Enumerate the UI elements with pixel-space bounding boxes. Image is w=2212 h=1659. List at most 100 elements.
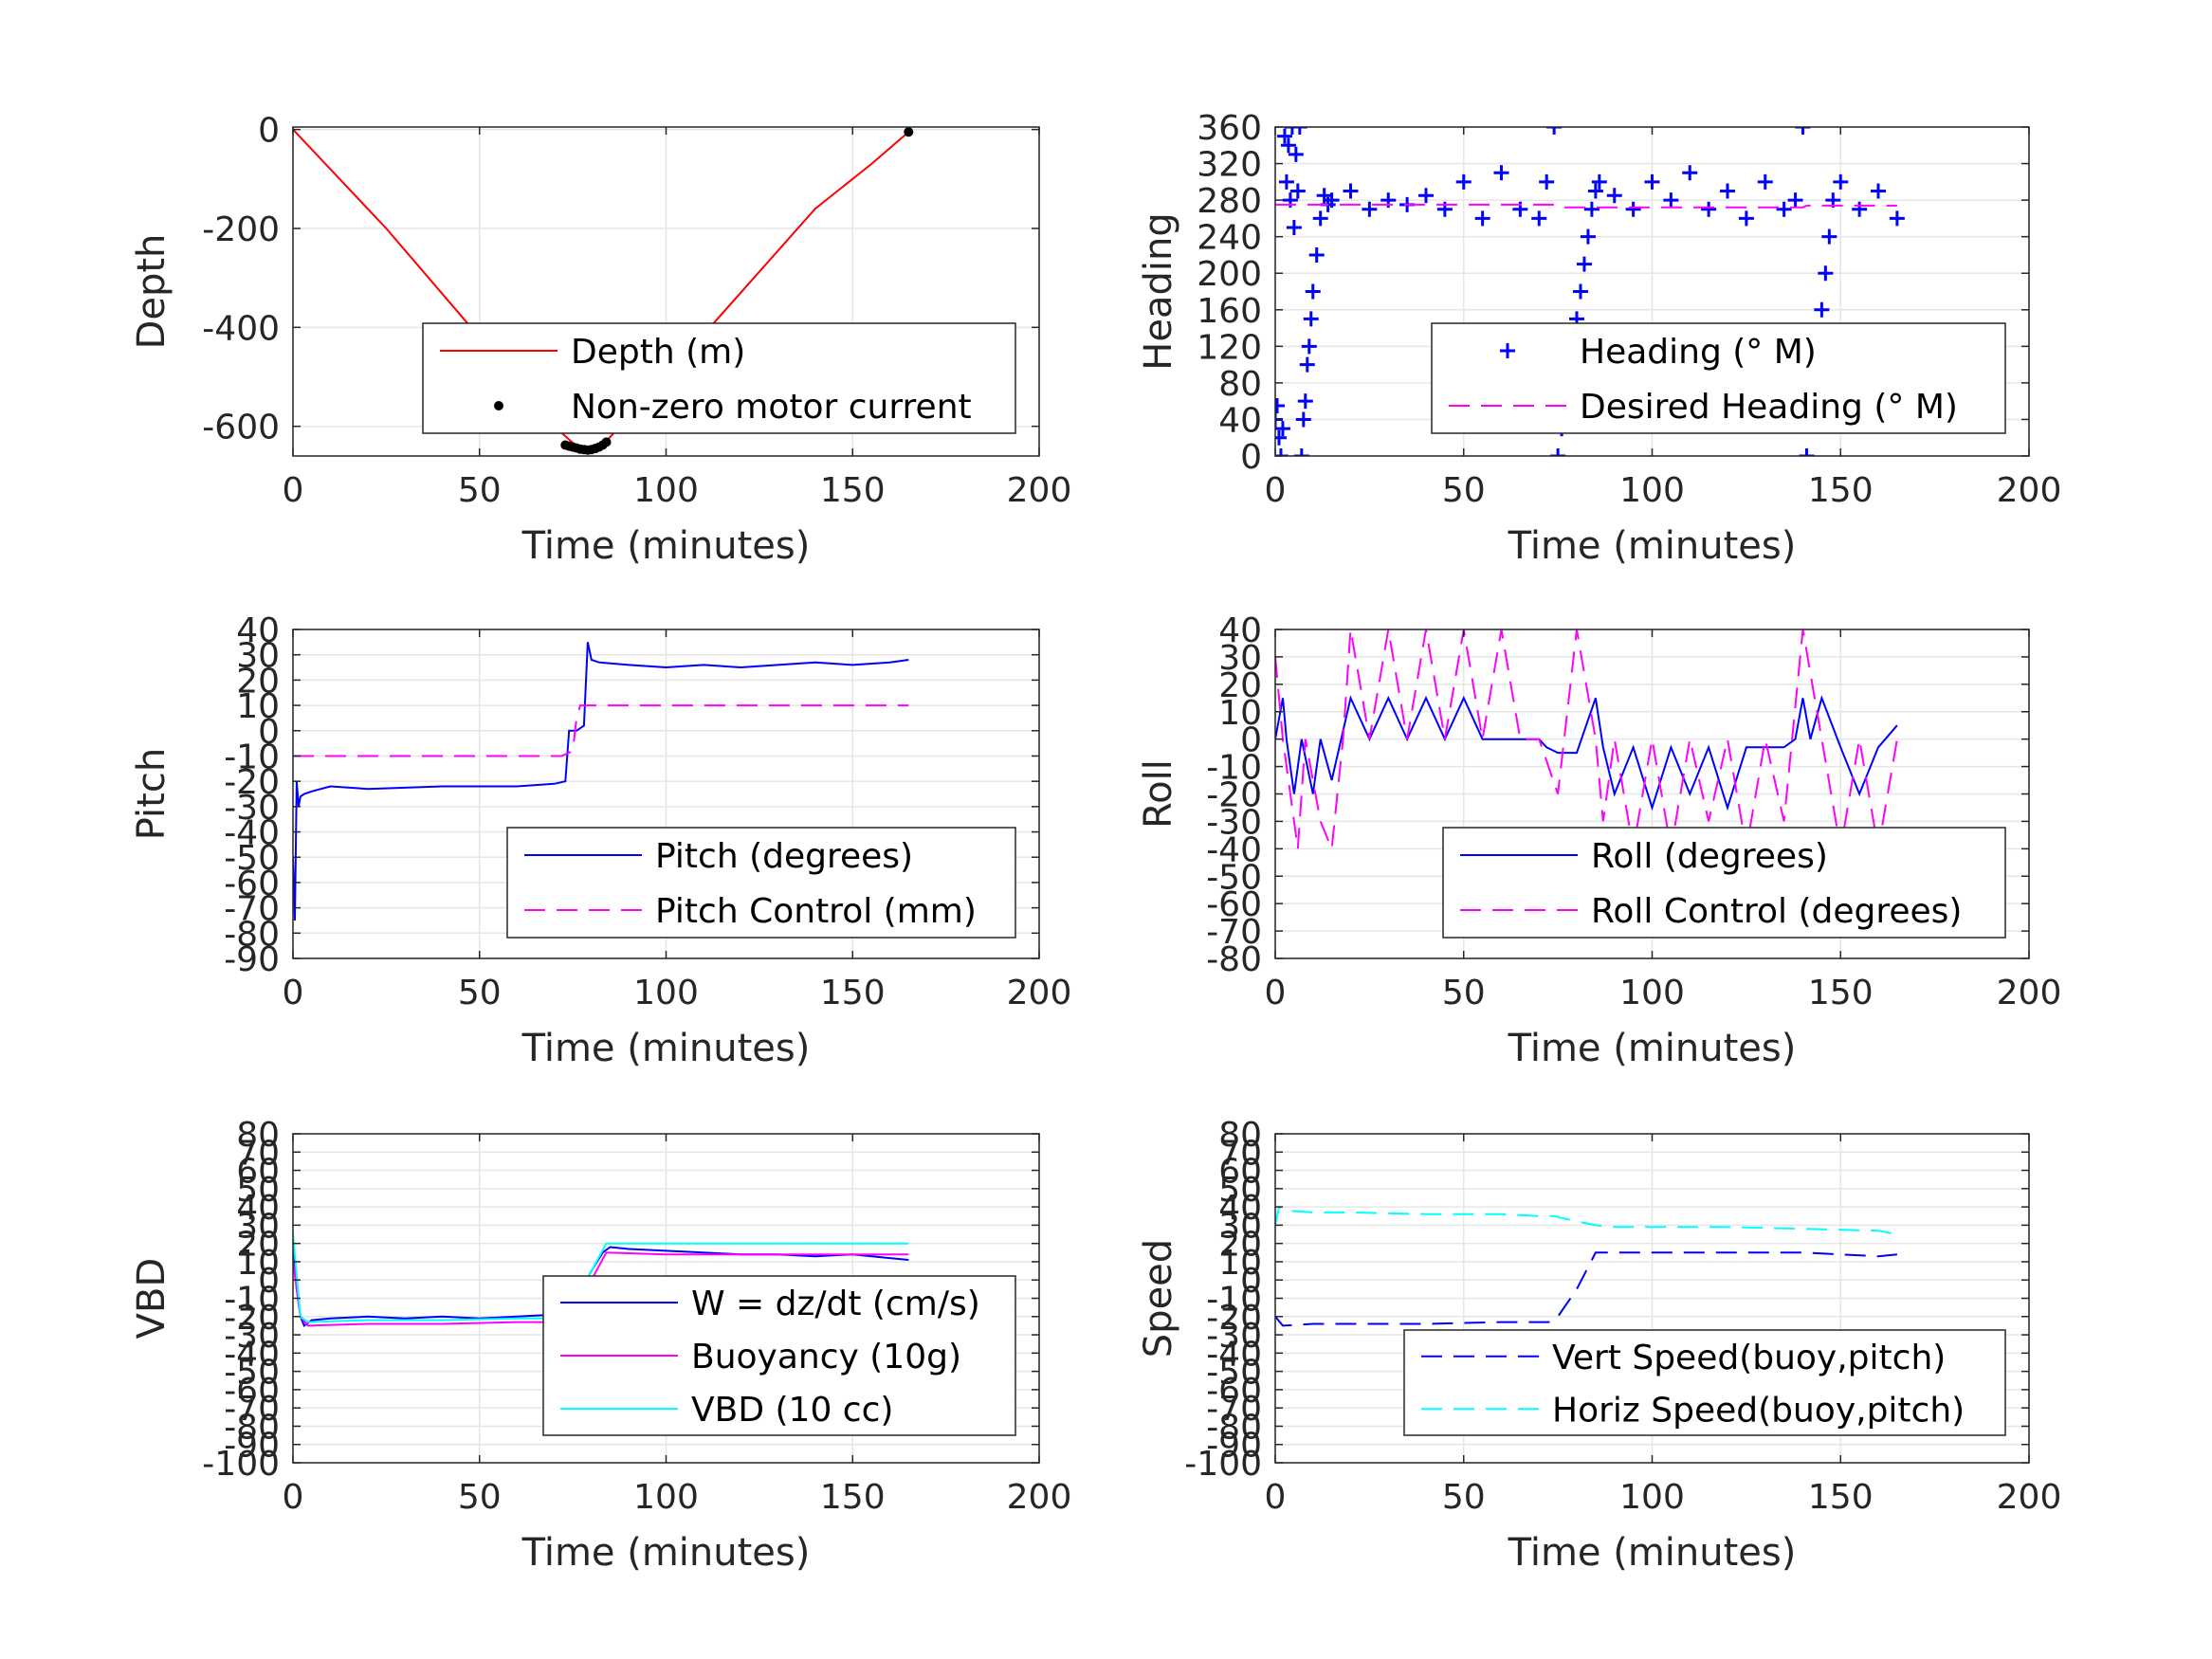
legend: Roll (degrees) Roll Control (degrees) xyxy=(1442,827,2006,939)
data-point xyxy=(1889,210,1905,227)
data-point xyxy=(1776,201,1792,217)
panel-4: 0 50 100 150 20080706050403020100-10-20-30-4… xyxy=(130,1116,1071,1575)
data-point xyxy=(1701,201,1717,217)
y-tick-label: 160 xyxy=(1197,292,1262,331)
x-axis-label: Time (minutes) xyxy=(521,1027,811,1070)
y-tick-label: -10 xyxy=(224,738,280,776)
series-line-0 xyxy=(1275,695,1898,811)
y-tick-label: -70 xyxy=(224,1390,280,1429)
x-tick-label: 0 xyxy=(1265,1478,1287,1517)
x-tick-label: 50 xyxy=(1442,471,1486,510)
legend-entry: Depth (m) xyxy=(571,333,745,372)
data-point xyxy=(1580,228,1596,245)
y-tick-label: 30 xyxy=(1218,639,1262,678)
y-tick-label: -30 xyxy=(224,1317,280,1356)
y-tick-label: 10 xyxy=(236,687,280,726)
y-tick-label: -40 xyxy=(1206,1335,1262,1374)
y-tick-label: -30 xyxy=(1206,803,1262,842)
y-tick-label: -40 xyxy=(1206,830,1262,869)
y-tick-label: 70 xyxy=(236,1134,280,1173)
x-tick-label: 200 xyxy=(1007,974,1072,1012)
y-tick-label: 80 xyxy=(236,1116,280,1155)
y-tick-label: 20 xyxy=(236,1226,280,1265)
legend-entry: VBD (10 cc) xyxy=(691,1391,893,1430)
data-point xyxy=(1301,338,1317,355)
data-point xyxy=(1305,283,1321,300)
data-point xyxy=(1291,127,1307,135)
legend-box xyxy=(506,827,1016,939)
legend: Pitch (degrees) Pitch Control (mm) xyxy=(506,827,1016,939)
x-tick-label: 150 xyxy=(820,471,886,510)
x-tick-label: 50 xyxy=(458,974,502,1012)
y-tick-label: -10 xyxy=(1206,749,1262,788)
data-point xyxy=(1284,127,1300,135)
y-tick-label: 50 xyxy=(236,1171,280,1210)
y-tick-label: -80 xyxy=(224,1408,280,1447)
data-point xyxy=(1550,448,1566,456)
y-tick-label: -90 xyxy=(224,1427,280,1466)
x-tick-label: 150 xyxy=(820,974,886,1012)
data-point xyxy=(1299,356,1315,373)
y-tick-label: -60 xyxy=(224,865,280,903)
y-tick-label: -20 xyxy=(1206,1299,1262,1338)
y-tick-label: -20 xyxy=(224,1299,280,1338)
series-layer xyxy=(293,642,909,921)
x-tick-label: 50 xyxy=(1442,1478,1486,1517)
series-line-1 xyxy=(1275,1205,1898,1235)
y-tick-label: 120 xyxy=(1197,328,1262,367)
x-axis-label: Time (minutes) xyxy=(1508,1531,1797,1575)
x-tick-label: 100 xyxy=(1619,471,1685,510)
y-tick-label: -400 xyxy=(202,309,280,348)
x-tick-label: 200 xyxy=(1007,471,1072,510)
data-point xyxy=(1818,265,1834,282)
x-tick-label: 50 xyxy=(1442,974,1486,1012)
data-point xyxy=(1871,183,1886,199)
legend-entry: Heading (° M) xyxy=(1580,333,1817,372)
x-tick-label: 0 xyxy=(283,974,304,1012)
y-axis-label: Speed xyxy=(1137,1239,1180,1358)
y-tick-label: 240 xyxy=(1197,219,1262,258)
y-tick-label: 0 xyxy=(1240,721,1262,760)
y-tick-label: 10 xyxy=(1218,1244,1262,1283)
y-tick-label: -80 xyxy=(1206,1408,1262,1447)
y-tick-label: -20 xyxy=(224,763,280,802)
data-point xyxy=(1275,397,1285,413)
x-tick-label: 0 xyxy=(283,1478,304,1517)
legend-entry: Pitch Control (mm) xyxy=(655,892,977,931)
y-tick-label: -40 xyxy=(224,1335,280,1374)
data-point xyxy=(1795,127,1811,135)
legend-entry: Horiz Speed(buoy,pitch) xyxy=(1552,1391,1965,1430)
y-tick-label: -600 xyxy=(202,409,280,447)
legend-box xyxy=(1431,322,2006,434)
y-tick-label: 80 xyxy=(1218,365,1262,404)
series-layer xyxy=(1275,629,1898,849)
data-point xyxy=(1308,246,1325,263)
y-tick-label: -10 xyxy=(1206,1281,1262,1320)
panel-0: 0 50 100 150 200 0 -200 -400 -600 Time (minutes) D… xyxy=(130,112,1071,568)
y-tick-label: 30 xyxy=(236,637,280,676)
x-tick-label: 100 xyxy=(633,1478,699,1517)
y-tick-label: 10 xyxy=(236,1244,280,1283)
x-tick-label: 200 xyxy=(1997,974,2062,1012)
data-point xyxy=(1297,393,1313,410)
data-point xyxy=(1418,188,1434,204)
series-line-0 xyxy=(1275,1251,1898,1327)
data-point xyxy=(904,127,914,137)
data-point xyxy=(1606,188,1622,204)
x-tick-label: 100 xyxy=(633,471,699,510)
legend: Heading (° M) Desired Heading (° M) xyxy=(1431,322,2006,434)
y-tick-label: 0 xyxy=(1240,438,1262,477)
panel-1: 0 50 100 150 20004080120160200240280320360Ti… xyxy=(1137,109,2061,568)
x-tick-label: 200 xyxy=(1007,1478,1072,1517)
data-point xyxy=(1343,183,1359,199)
y-tick-label: -30 xyxy=(224,789,280,828)
legend: Depth (m) Non-zero motor current xyxy=(422,322,1016,434)
panel-5: 0 50 100 150 20080706050403020100-10-20-30-4… xyxy=(1137,1116,2061,1575)
y-tick-label: -50 xyxy=(224,1354,280,1393)
y-tick-label: -90 xyxy=(224,940,280,979)
data-point xyxy=(1833,173,1849,190)
data-point xyxy=(601,437,612,447)
y-tick-label: -50 xyxy=(1206,1354,1262,1393)
y-tick-label: -90 xyxy=(1206,1427,1262,1466)
y-tick-label: -50 xyxy=(1206,858,1262,897)
